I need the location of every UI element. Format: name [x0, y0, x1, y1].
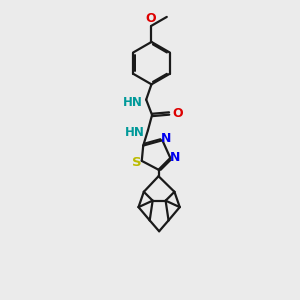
Text: O: O: [172, 107, 183, 120]
Text: HN: HN: [124, 125, 144, 139]
Text: S: S: [132, 156, 142, 169]
Text: N: N: [161, 132, 172, 145]
Text: HN: HN: [123, 95, 142, 109]
Text: N: N: [170, 152, 181, 164]
Text: O: O: [146, 12, 156, 25]
